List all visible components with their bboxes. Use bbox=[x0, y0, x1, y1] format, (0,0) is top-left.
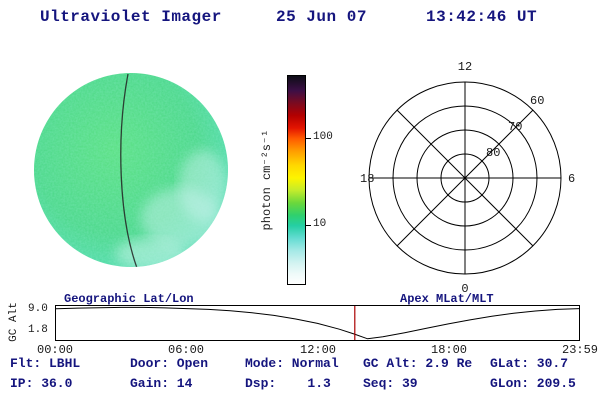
mlt-0-label: 0 bbox=[461, 282, 468, 296]
mlt-6-label: 6 bbox=[568, 172, 575, 186]
mlat-80-label: 80 bbox=[486, 146, 500, 160]
mlt-12-label: 12 bbox=[458, 60, 472, 74]
uv-disk-image bbox=[34, 73, 228, 267]
colorbar-tick-mark-100 bbox=[306, 138, 311, 139]
flt-field: Flt: LBHL bbox=[10, 356, 81, 371]
gc-alt-chart bbox=[55, 305, 580, 341]
dsp-field: Dsp: 1.3 bbox=[245, 376, 331, 391]
chart-frame bbox=[55, 305, 580, 341]
polar-grid-plot: 12 18 6 0 60 70 80 bbox=[360, 60, 575, 296]
polar-grid-lines bbox=[368, 81, 562, 275]
time-label: 13:42:46 UT bbox=[426, 8, 538, 26]
colorbar-tick-label-10: 10 bbox=[313, 218, 327, 230]
gain-field: Gain: 14 bbox=[130, 376, 193, 391]
colorbar-tick-mark-10 bbox=[306, 225, 311, 226]
mlat-60-label: 60 bbox=[530, 94, 544, 108]
time-tick-1800: 18:00 bbox=[430, 343, 468, 357]
mlat-70-label: 70 bbox=[508, 120, 522, 134]
glon-field: GLon: 209.5 bbox=[490, 376, 576, 391]
gc-alt-tick-top: 9.0 bbox=[28, 303, 48, 315]
colorbar-gradient bbox=[287, 75, 306, 285]
ip-field: IP: 36.0 bbox=[10, 376, 73, 391]
mode-field: Mode: Normal bbox=[245, 356, 339, 371]
seq-field: Seq: 39 bbox=[363, 376, 418, 391]
gc-alt-curve bbox=[55, 306, 580, 340]
gc-alt-tick-bottom: 1.8 bbox=[28, 324, 48, 336]
terminator-line bbox=[120, 73, 138, 267]
door-field: Door: Open bbox=[130, 356, 209, 371]
time-tick-2359: 23:59 bbox=[561, 343, 599, 357]
apex-mlat-mlt-label: Apex MLat/MLT bbox=[400, 292, 494, 306]
disk-texture bbox=[34, 73, 228, 267]
date-label: 25 Jun 07 bbox=[276, 8, 367, 26]
time-tick-1200: 12:00 bbox=[299, 343, 337, 357]
glat-field: GLat: 30.7 bbox=[490, 356, 569, 371]
colorbar-axis-label: photon cm⁻²s⁻¹ bbox=[260, 129, 274, 231]
time-tick-0000: 00:00 bbox=[36, 343, 74, 357]
mlt-18-label: 18 bbox=[360, 172, 374, 186]
time-tick-0600: 06:00 bbox=[167, 343, 205, 357]
gc-alt-axis-title: GC Alt bbox=[8, 302, 20, 342]
gc-alt-field: GC Alt: 2.9 Re bbox=[363, 356, 473, 371]
geographic-latlon-label: Geographic Lat/Lon bbox=[64, 292, 194, 306]
colorbar-tick-label-100: 100 bbox=[313, 131, 333, 143]
app-title: Ultraviolet Imager bbox=[40, 8, 222, 26]
